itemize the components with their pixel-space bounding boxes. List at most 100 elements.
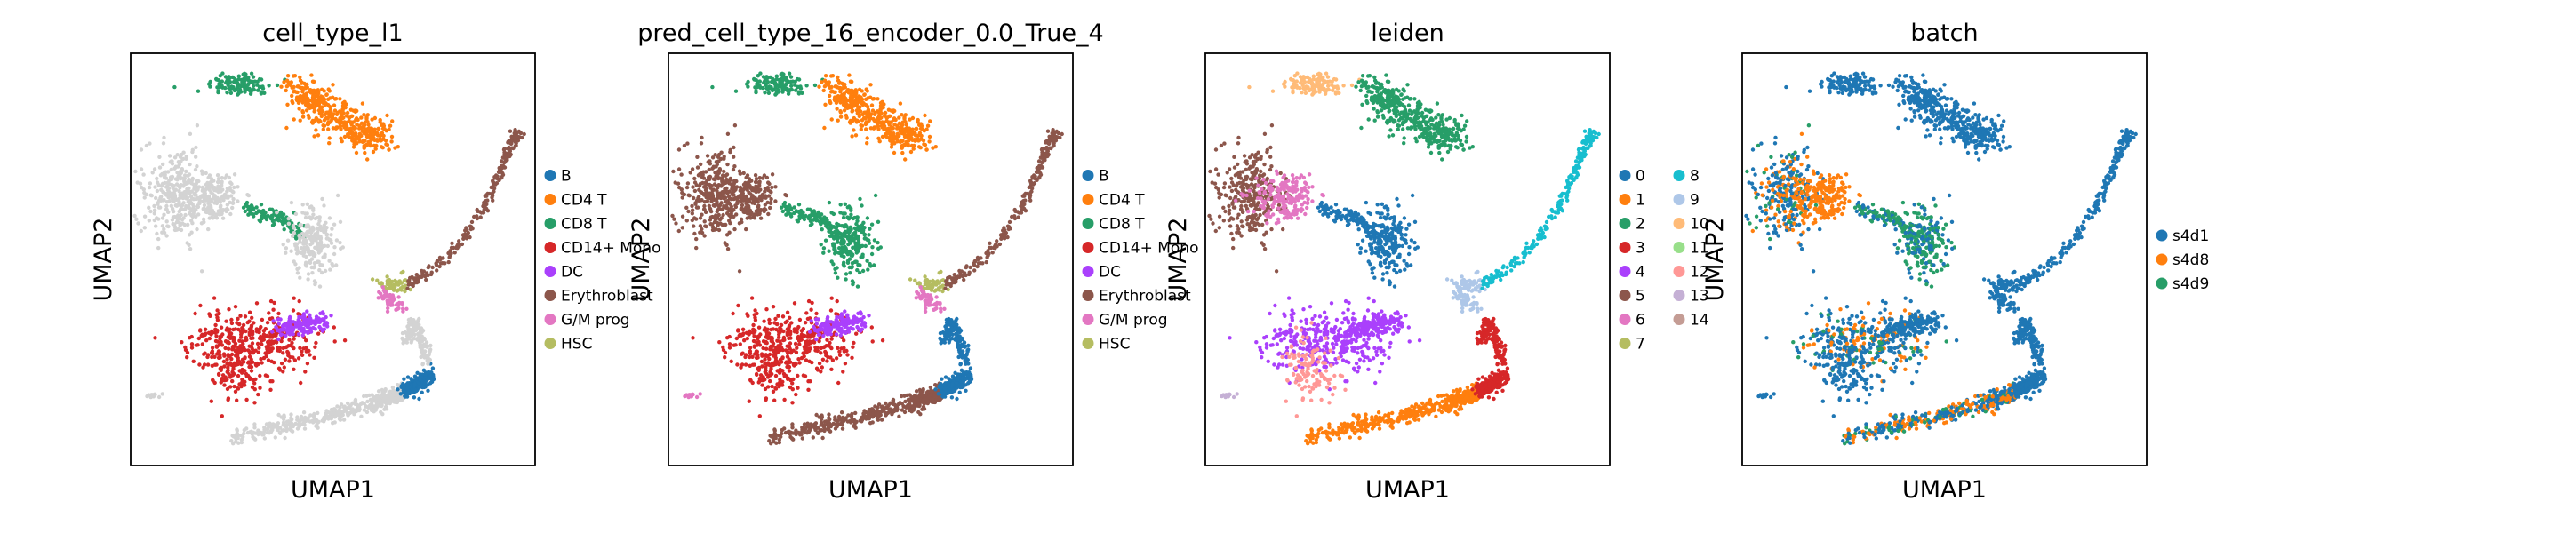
point (718, 221, 723, 226)
point (152, 203, 156, 209)
point (767, 181, 772, 187)
point (850, 134, 854, 139)
point (166, 194, 171, 198)
point (348, 131, 352, 135)
point (676, 167, 682, 171)
point (803, 333, 807, 338)
point (320, 196, 324, 202)
point (219, 366, 223, 370)
point (319, 114, 324, 119)
point (165, 224, 170, 228)
point (909, 143, 914, 148)
point (320, 96, 325, 101)
point (479, 211, 484, 215)
point (375, 131, 380, 136)
point (274, 325, 278, 330)
point (265, 321, 270, 325)
point (404, 306, 409, 311)
point (778, 326, 782, 330)
point (426, 388, 430, 393)
point (274, 333, 278, 338)
point (882, 102, 886, 107)
point (868, 126, 874, 131)
point (786, 351, 790, 355)
point (720, 207, 724, 212)
point (796, 219, 801, 224)
point (210, 329, 214, 333)
point (390, 119, 395, 123)
point (284, 428, 289, 434)
point (880, 120, 884, 124)
point (247, 354, 252, 359)
point (334, 112, 340, 116)
point (298, 346, 302, 350)
point (158, 173, 164, 178)
point (825, 359, 829, 363)
point (295, 95, 300, 99)
point (301, 312, 307, 316)
point (913, 139, 917, 143)
point (158, 198, 164, 203)
point (202, 195, 206, 199)
point (395, 302, 400, 306)
point (293, 211, 299, 217)
point (300, 203, 305, 207)
point (785, 354, 790, 359)
point (389, 139, 394, 144)
point (345, 114, 349, 118)
point (789, 87, 794, 92)
point (172, 155, 178, 160)
point (308, 230, 314, 235)
point (260, 361, 264, 365)
point (745, 173, 750, 178)
point (227, 341, 231, 346)
point (841, 370, 845, 374)
point (891, 126, 895, 131)
point (824, 221, 829, 226)
point (342, 134, 348, 139)
point (327, 120, 332, 125)
point (164, 203, 169, 209)
point (855, 243, 860, 249)
point (323, 254, 327, 259)
point (923, 113, 927, 118)
point (225, 189, 229, 194)
point (385, 309, 390, 314)
point (385, 300, 390, 305)
point (210, 215, 214, 219)
point (754, 90, 758, 95)
point (322, 100, 327, 105)
point (368, 143, 372, 148)
point (233, 341, 238, 346)
point (892, 122, 897, 127)
point (751, 322, 756, 328)
point (851, 216, 856, 221)
point (753, 187, 757, 192)
point (193, 311, 197, 316)
point (273, 435, 277, 440)
point (172, 222, 177, 227)
point (743, 354, 748, 360)
point (359, 121, 364, 125)
point (788, 75, 794, 79)
point (275, 211, 279, 215)
point (834, 356, 839, 361)
point (139, 147, 144, 152)
point (203, 188, 207, 193)
point (187, 233, 192, 237)
point (194, 179, 199, 183)
point (711, 164, 716, 170)
point (858, 270, 862, 275)
point (366, 123, 371, 127)
point (248, 209, 252, 214)
point (236, 74, 241, 78)
point (257, 336, 262, 340)
point (349, 114, 354, 119)
point (306, 272, 311, 276)
point (357, 139, 362, 144)
point (210, 208, 215, 213)
point (300, 315, 304, 320)
point (708, 174, 712, 179)
point (286, 80, 291, 85)
point (225, 78, 229, 84)
